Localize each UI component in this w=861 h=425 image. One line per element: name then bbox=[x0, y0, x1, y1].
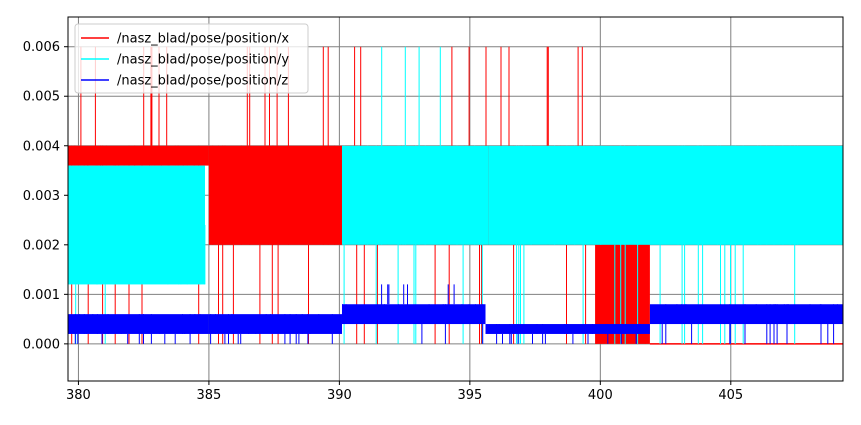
x-tick-label: 400 bbox=[588, 388, 613, 403]
series-z bbox=[68, 284, 843, 344]
x-tick-label: 395 bbox=[457, 388, 482, 403]
y-tick-label: 0.006 bbox=[23, 40, 60, 55]
y-tick-label: 0.004 bbox=[23, 139, 60, 154]
y-tick-label: 0.005 bbox=[23, 90, 60, 105]
series-band bbox=[68, 314, 209, 334]
y-tick-label: 0.002 bbox=[23, 238, 60, 253]
y-tick-label: 0.001 bbox=[23, 288, 60, 303]
series-trace bbox=[210, 314, 333, 344]
series-layer bbox=[68, 46, 843, 345]
series-trace bbox=[342, 284, 484, 344]
x-tick-label: 390 bbox=[327, 388, 352, 403]
series-trace bbox=[516, 145, 798, 344]
x-axis: 380 385 390 395 400 405 bbox=[66, 381, 743, 403]
y-axis: 0.000 0.001 0.002 0.003 0.004 0.005 0.006 bbox=[23, 40, 68, 352]
series-band bbox=[341, 304, 486, 325]
legend-label: /nasz_blad/pose/position/z bbox=[117, 74, 288, 89]
legend-box bbox=[74, 23, 309, 94]
x-tick-label: 405 bbox=[718, 388, 743, 403]
plot-frame bbox=[67, 16, 844, 382]
series-trace bbox=[74, 314, 201, 344]
series-trace bbox=[496, 324, 650, 344]
legend-label: /nasz_blad/pose/position/y bbox=[117, 53, 289, 68]
series-trace bbox=[343, 46, 483, 344]
legend: /nasz_blad/pose/position/x/nasz_blad/pos… bbox=[74, 23, 309, 94]
series-band bbox=[208, 314, 342, 334]
series-band bbox=[68, 165, 205, 285]
series-band bbox=[649, 304, 843, 325]
y-tick-label: 0.000 bbox=[23, 337, 60, 352]
series-band bbox=[68, 145, 209, 166]
legend-label: /nasz_blad/pose/position/x bbox=[117, 32, 289, 47]
series-band bbox=[208, 145, 342, 245]
series-band bbox=[488, 145, 843, 245]
y-tick-label: 0.003 bbox=[23, 189, 60, 204]
series-y bbox=[68, 46, 843, 344]
x-tick-label: 385 bbox=[196, 388, 221, 403]
series-trace bbox=[661, 304, 838, 344]
series-band bbox=[341, 145, 489, 245]
series-trace bbox=[212, 46, 336, 344]
x-tick-label: 380 bbox=[66, 388, 91, 403]
